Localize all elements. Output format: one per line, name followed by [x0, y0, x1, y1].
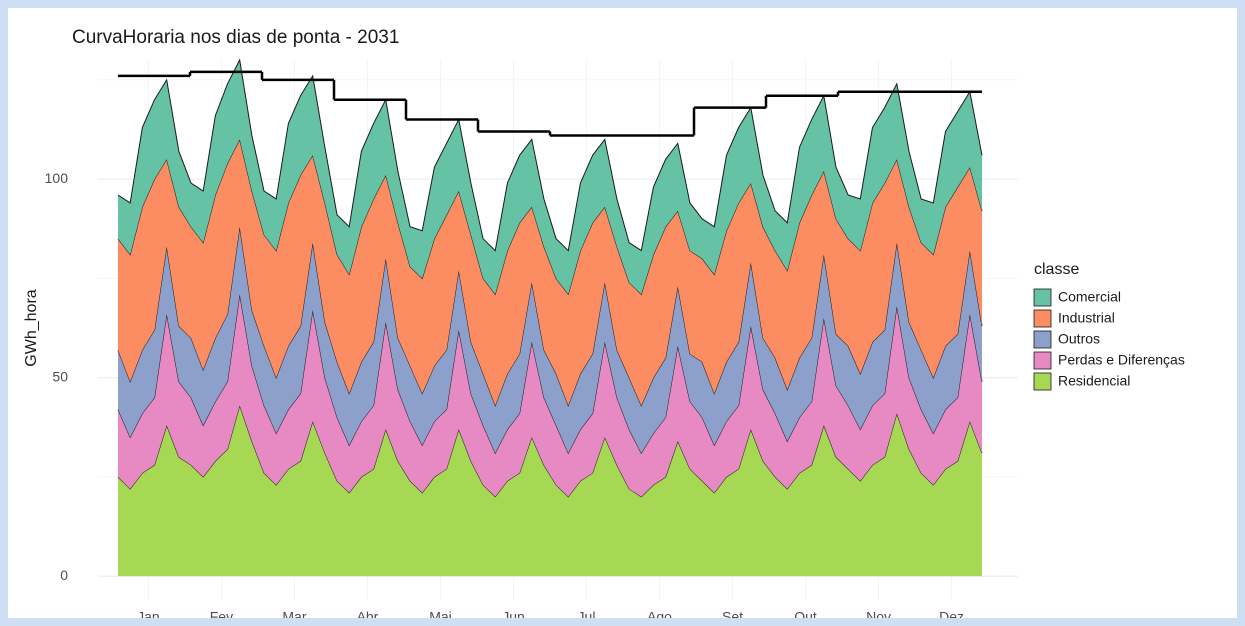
legend-label: Comercial: [1058, 289, 1121, 305]
legend-swatch: [1033, 330, 1052, 349]
x-tick-label: Ago: [647, 609, 672, 618]
x-tick-label: Nov: [866, 609, 891, 618]
frame: CurvaHoraria nos dias de ponta - 2031 GW…: [8, 8, 1237, 618]
legend-swatch: [1033, 309, 1052, 328]
y-tick-label: 100: [45, 170, 69, 186]
x-tick-label: Abr: [357, 609, 379, 618]
area: [118, 139, 982, 406]
legend-swatch: [1033, 288, 1052, 307]
legend-label: Outros: [1058, 331, 1100, 347]
area: [118, 226, 982, 454]
chart: CurvaHoraria nos dias de ponta - 2031 GW…: [23, 27, 1185, 618]
area: [118, 294, 982, 497]
x-tick-label: Mai: [429, 609, 452, 618]
x-tick-label: Jun: [502, 609, 525, 618]
legend-swatch: [1033, 372, 1052, 391]
chart-title: CurvaHoraria nos dias de ponta - 2031: [72, 27, 399, 48]
y-tick-label: 0: [60, 567, 68, 583]
area-outline: [117, 403, 983, 498]
x-tick-label: Jul: [578, 609, 596, 618]
x-tick-label: Out: [794, 609, 817, 618]
area: [118, 405, 982, 577]
x-tick-label: Fev: [210, 609, 233, 618]
legend-label: Industrial: [1058, 310, 1115, 326]
y-axis-title: GWh_hora: [23, 289, 40, 366]
legend-label: Perdas e Diferenças: [1058, 352, 1185, 368]
x-tick-label: Jan: [137, 609, 160, 618]
legend-title: classe: [1034, 261, 1079, 278]
x-tick-label: Set: [722, 609, 743, 618]
x-tick-label: Mar: [282, 609, 306, 618]
legend-label: Residencial: [1058, 373, 1130, 389]
x-tick-label: Dez: [939, 609, 964, 618]
area: [118, 60, 982, 295]
area-outline: [117, 58, 983, 252]
legend-swatch: [1033, 351, 1052, 370]
y-tick-label: 50: [52, 368, 68, 384]
